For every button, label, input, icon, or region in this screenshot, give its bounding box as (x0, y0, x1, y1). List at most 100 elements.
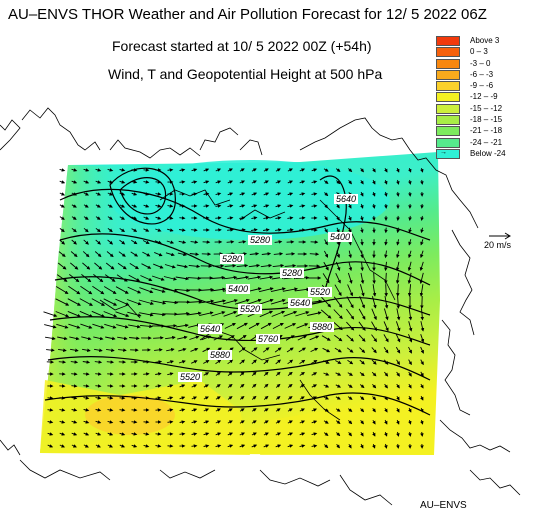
contour-label-bg (248, 235, 272, 245)
wind-arrow (131, 228, 138, 232)
wind-arrow (336, 215, 340, 221)
wind-arrow (396, 383, 400, 389)
wind-arrow (408, 395, 412, 401)
wind-arrow (358, 321, 366, 331)
wind-arrow (272, 322, 284, 330)
wind-arrow (311, 408, 318, 412)
wind-arrow (115, 286, 129, 294)
wind-arrow (203, 180, 210, 184)
wind-arrow (396, 308, 401, 321)
wind-arrow (371, 334, 378, 343)
wind-arrow (71, 168, 78, 172)
legend-item: -18 – -15 (436, 115, 536, 126)
wind-arrow (324, 192, 329, 197)
wind-arrow (419, 284, 424, 297)
wind-arrow (95, 432, 102, 436)
wind-arrow (324, 215, 328, 221)
wind-arrow (178, 240, 187, 244)
wind-arrow (150, 300, 167, 305)
wind-arrow (95, 408, 102, 412)
wind-arrow (396, 443, 400, 449)
wind-arrow (263, 371, 269, 377)
wind-arrow (119, 192, 126, 196)
wind-arrow (104, 274, 116, 282)
wind-arrow (82, 262, 91, 270)
legend-label: -9 – -6 (470, 81, 494, 91)
wind-arrow (335, 408, 341, 412)
wind-arrow (420, 371, 424, 377)
wind-arrow (275, 180, 282, 184)
wind-arrow (360, 239, 364, 246)
wind-arrow (384, 179, 388, 185)
wind-arrow (175, 276, 190, 281)
wind-arrow (106, 251, 114, 258)
wind-arrow (248, 322, 260, 330)
wind-arrow (46, 348, 55, 352)
wind-arrow (107, 239, 114, 245)
wind-arrow (154, 251, 163, 257)
wind-arrow (143, 444, 150, 448)
wind-arrow (138, 299, 154, 306)
wind-arrow (191, 432, 198, 436)
wind-arrow (131, 180, 138, 184)
wind-arrow (347, 272, 353, 284)
wind-arrow (260, 322, 272, 330)
wind-arrow (227, 396, 233, 400)
wind-arrow (239, 408, 245, 412)
wind-arrow (336, 432, 341, 437)
wind-arrow (274, 240, 283, 244)
wind-arrow (45, 336, 56, 341)
wind-arrow (68, 285, 81, 295)
wind-arrow (324, 227, 328, 233)
wind-arrow (408, 167, 412, 173)
wind-arrow (59, 432, 66, 436)
legend-swatch: → (436, 148, 460, 159)
wind-arrow (275, 192, 282, 196)
wind-arrow (116, 274, 128, 282)
wind-arrow (59, 168, 66, 172)
wind-arrow (95, 396, 102, 400)
wind-arrow (130, 251, 139, 257)
wind-arrow (71, 432, 78, 436)
wind-arrow (335, 420, 341, 424)
wind-arrow (320, 309, 332, 319)
contour-label: 5640 (336, 194, 356, 204)
credit-text: AU–ENVS (420, 500, 467, 511)
wind-arrow (263, 420, 269, 424)
legend-swatch (436, 47, 460, 58)
wind-arrow (336, 227, 340, 234)
wind-arrow (251, 408, 257, 412)
wind-arrow (263, 216, 270, 220)
wind-arrow (311, 192, 318, 196)
contour-label-bg (226, 284, 250, 294)
wind-arrow (408, 431, 412, 437)
wind-arrow (178, 347, 187, 352)
wind-arrow (68, 323, 81, 329)
wind-arrow (287, 359, 294, 365)
wind-arrow (371, 321, 377, 332)
wind-arrow (251, 359, 257, 365)
wind-arrow (336, 444, 340, 449)
wind-arrow (106, 360, 115, 364)
wind-arrow (188, 323, 201, 328)
wind-arrow (215, 216, 222, 220)
wind-arrow (83, 384, 90, 388)
legend-label: -24 – -21 (470, 137, 503, 147)
wind-arrow (215, 408, 221, 412)
wind-arrow (420, 250, 424, 259)
wind-arrow (408, 308, 413, 321)
wind-arrow (287, 180, 294, 184)
wind-arrow (359, 296, 365, 309)
wind-arrow (323, 384, 330, 388)
wind-arrow (235, 275, 250, 280)
wind-arrow (213, 335, 224, 341)
wind-arrow (190, 347, 199, 352)
wind-arrow (383, 359, 389, 365)
wind-vector-field (43, 167, 425, 449)
wind-arrow (311, 444, 318, 448)
wind-arrow (348, 408, 353, 412)
wind-arrow (71, 204, 77, 208)
wind-arrow (273, 252, 284, 256)
wind-arrow (347, 372, 353, 376)
wind-arrow (94, 262, 103, 270)
